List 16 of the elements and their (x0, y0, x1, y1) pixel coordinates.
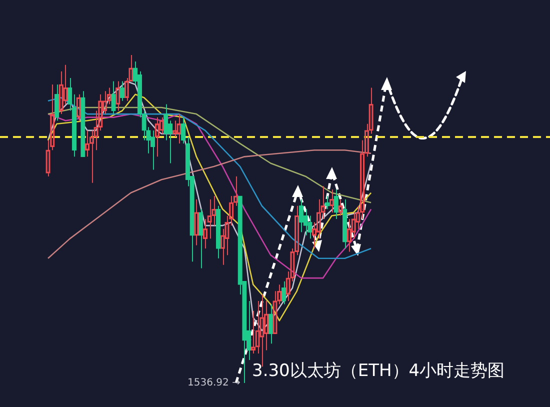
candlestick (181, 116, 186, 144)
text: 3.30以太坊（ETH）4小时走势图 (252, 360, 505, 382)
candlestick (342, 198, 348, 250)
candlestick (150, 130, 156, 170)
candlestick (198, 208, 204, 269)
candlestick (54, 84, 60, 122)
annotation: 1536.92 → (188, 378, 240, 389)
candlestick (334, 188, 338, 220)
candlestick (281, 280, 286, 305)
candlestick (80, 90, 86, 158)
candlestick (164, 104, 168, 141)
candlestick (298, 198, 304, 233)
candlestick (120, 80, 125, 102)
candlestick (268, 304, 273, 344)
candlestick (216, 205, 221, 259)
candlestick (111, 80, 116, 115)
